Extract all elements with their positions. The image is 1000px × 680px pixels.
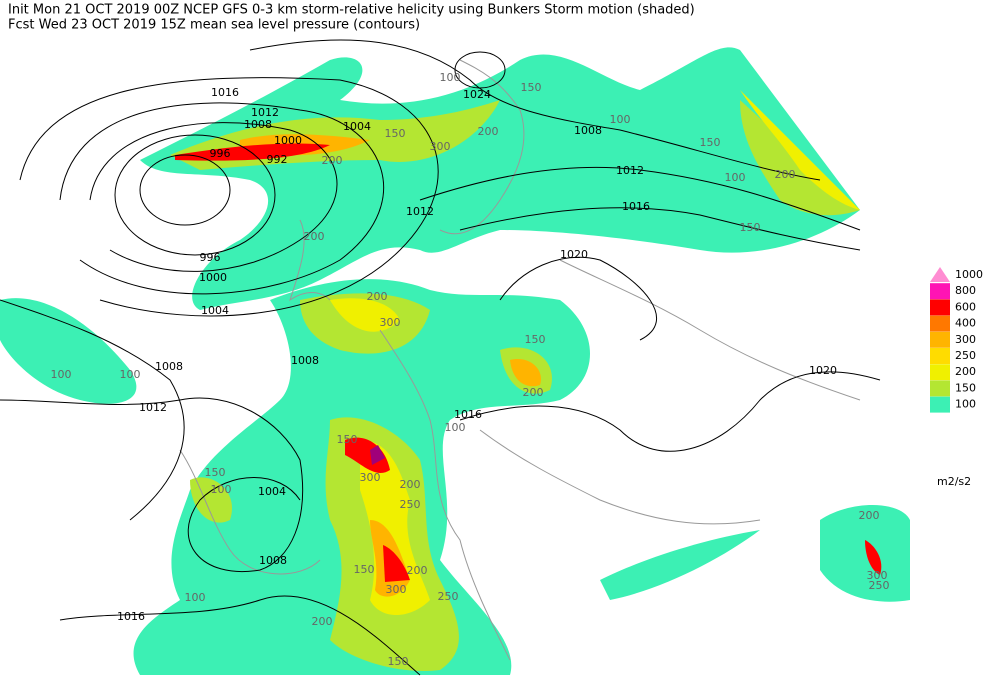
header-line: Fcst Wed 23 OCT 2019 15Z mean sea level … bbox=[8, 18, 420, 33]
legend-label: 1000 bbox=[955, 268, 983, 281]
legend-label: 300 bbox=[955, 333, 976, 346]
shading-label: 200 bbox=[407, 564, 428, 577]
shading-label: 300 bbox=[360, 471, 381, 484]
contour-label: 1016 bbox=[211, 86, 239, 99]
shading-label: 300 bbox=[386, 583, 407, 596]
shading-label: 200 bbox=[400, 478, 421, 491]
legend-label: 800 bbox=[955, 284, 976, 297]
shading-label: 300 bbox=[430, 140, 451, 153]
shading-label: 200 bbox=[859, 509, 880, 522]
contour-label: 1008 bbox=[574, 124, 602, 137]
legend-swatch bbox=[930, 283, 950, 300]
shading-label: 100 bbox=[51, 368, 72, 381]
shading-label: 300 bbox=[380, 316, 401, 329]
contour-label: 996 bbox=[200, 251, 221, 264]
shading-label: 100 bbox=[120, 368, 141, 381]
shading-label: 100 bbox=[211, 483, 232, 496]
shading-label: 100 bbox=[440, 71, 461, 84]
shading-label: 200 bbox=[367, 290, 388, 303]
shading-label: 100 bbox=[185, 591, 206, 604]
shading-label: 150 bbox=[388, 655, 409, 668]
legend-label: 150 bbox=[955, 381, 976, 394]
contour-label: 1016 bbox=[454, 408, 482, 421]
legend-swatch bbox=[930, 299, 950, 316]
contour-label: 1024 bbox=[463, 88, 491, 101]
legend-label: 100 bbox=[955, 398, 976, 411]
shading-label: 150 bbox=[205, 466, 226, 479]
contour-label: 1016 bbox=[117, 610, 145, 623]
shading-label: 150 bbox=[521, 81, 542, 94]
shading-label: 100 bbox=[725, 171, 746, 184]
shading-label: 150 bbox=[337, 433, 358, 446]
shading-label: 300 bbox=[867, 569, 888, 582]
shading-label: 200 bbox=[312, 615, 333, 628]
legend-unit: m2/s2 bbox=[937, 475, 971, 488]
header-line: Init Mon 21 OCT 2019 00Z NCEP GFS 0-3 km… bbox=[8, 3, 695, 18]
shading-label: 200 bbox=[322, 154, 343, 167]
shading-label: 100 bbox=[610, 113, 631, 126]
shading-label: 150 bbox=[354, 563, 375, 576]
contour-label: 1008 bbox=[244, 118, 272, 131]
legend-label: 200 bbox=[955, 365, 976, 378]
legend-swatch bbox=[930, 348, 950, 364]
shading-label: 250 bbox=[869, 579, 890, 592]
shading-label: 150 bbox=[525, 333, 546, 346]
shading-label: 150 bbox=[700, 136, 721, 149]
legend-swatch bbox=[930, 396, 950, 413]
shading-label: 100 bbox=[445, 421, 466, 434]
legend-swatch bbox=[930, 364, 950, 381]
contour-label: 1012 bbox=[406, 205, 434, 218]
legend-label: 600 bbox=[955, 300, 976, 313]
contour-label: 996 bbox=[210, 147, 231, 160]
contour-label: 1004 bbox=[343, 120, 371, 133]
contour-label: 992 bbox=[267, 153, 288, 166]
contour-label: 1004 bbox=[258, 485, 286, 498]
shading-label: 150 bbox=[385, 127, 406, 140]
contour-label: 1008 bbox=[155, 360, 183, 373]
contour-label: 1016 bbox=[622, 200, 650, 213]
contour-label: 1004 bbox=[201, 304, 229, 317]
shading-label: 150 bbox=[740, 221, 761, 234]
coastlines bbox=[179, 59, 861, 661]
shading bbox=[0, 47, 910, 675]
shading-label: 200 bbox=[304, 230, 325, 243]
legend-swatch bbox=[930, 331, 950, 348]
contour-label: 1000 bbox=[199, 271, 227, 284]
contour-label: 1012 bbox=[139, 401, 167, 414]
contour-label: 1008 bbox=[291, 354, 319, 367]
shading-label: 200 bbox=[478, 125, 499, 138]
legend-label: 250 bbox=[955, 349, 976, 362]
legend-label: 400 bbox=[955, 317, 976, 330]
contour-label: 1008 bbox=[259, 554, 287, 567]
contour-label: 1000 bbox=[274, 134, 302, 147]
contour-label: 1012 bbox=[616, 164, 644, 177]
isobars bbox=[0, 39, 881, 676]
contour-label: 1020 bbox=[560, 248, 588, 261]
shading-label: 200 bbox=[775, 168, 796, 181]
contour-label: 1020 bbox=[809, 364, 837, 377]
shading-label: 200 bbox=[523, 386, 544, 399]
shading-label: 250 bbox=[400, 498, 421, 511]
shading-label: 250 bbox=[438, 590, 459, 603]
legend-swatch bbox=[930, 267, 950, 282]
contour-label: 1012 bbox=[251, 106, 279, 119]
legend-swatch bbox=[930, 380, 950, 397]
legend-swatch bbox=[930, 315, 950, 332]
